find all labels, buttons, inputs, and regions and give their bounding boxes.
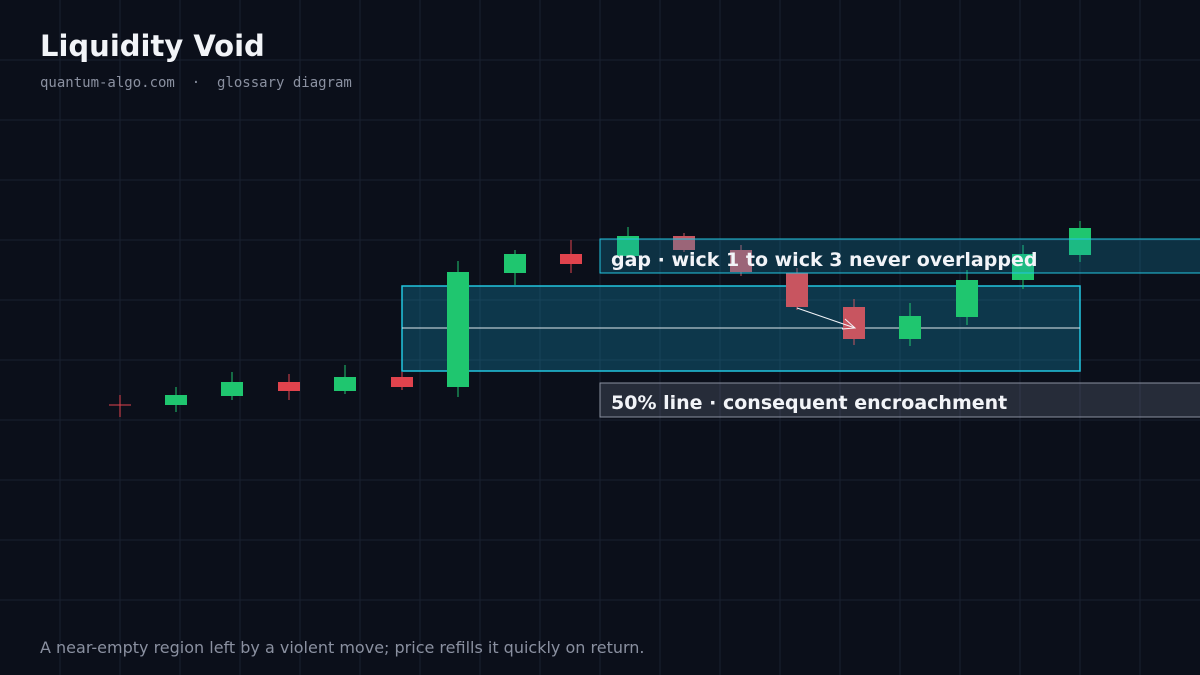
candle: [447, 261, 469, 397]
candle: [730, 245, 752, 276]
candle: [504, 250, 526, 285]
gap-label-box: [599, 238, 1200, 274]
gap-label: gap · wick 1 to wick 3 never overlapped: [611, 249, 1037, 271]
candle: [786, 268, 808, 310]
candles: [109, 221, 1091, 417]
candle: [221, 372, 243, 400]
candle: [956, 270, 978, 325]
candle: [560, 240, 582, 273]
title: Liquidity Void: [40, 29, 265, 63]
midline-label-box: [599, 382, 1200, 418]
candle: [391, 372, 413, 390]
candle: [165, 387, 187, 412]
candle: [843, 299, 865, 345]
arrow: [796, 307, 857, 330]
candle: [617, 227, 639, 258]
subtitle: quantum-algo.com · glossary diagram: [40, 75, 352, 91]
candle: [1069, 221, 1091, 262]
midline-label: 50% line · consequent encroachment: [611, 392, 1007, 414]
candle: [109, 395, 131, 417]
candle: [334, 365, 356, 394]
candle: [278, 374, 300, 400]
caption: A near-empty region left by a violent mo…: [40, 638, 645, 657]
candle: [899, 303, 921, 346]
